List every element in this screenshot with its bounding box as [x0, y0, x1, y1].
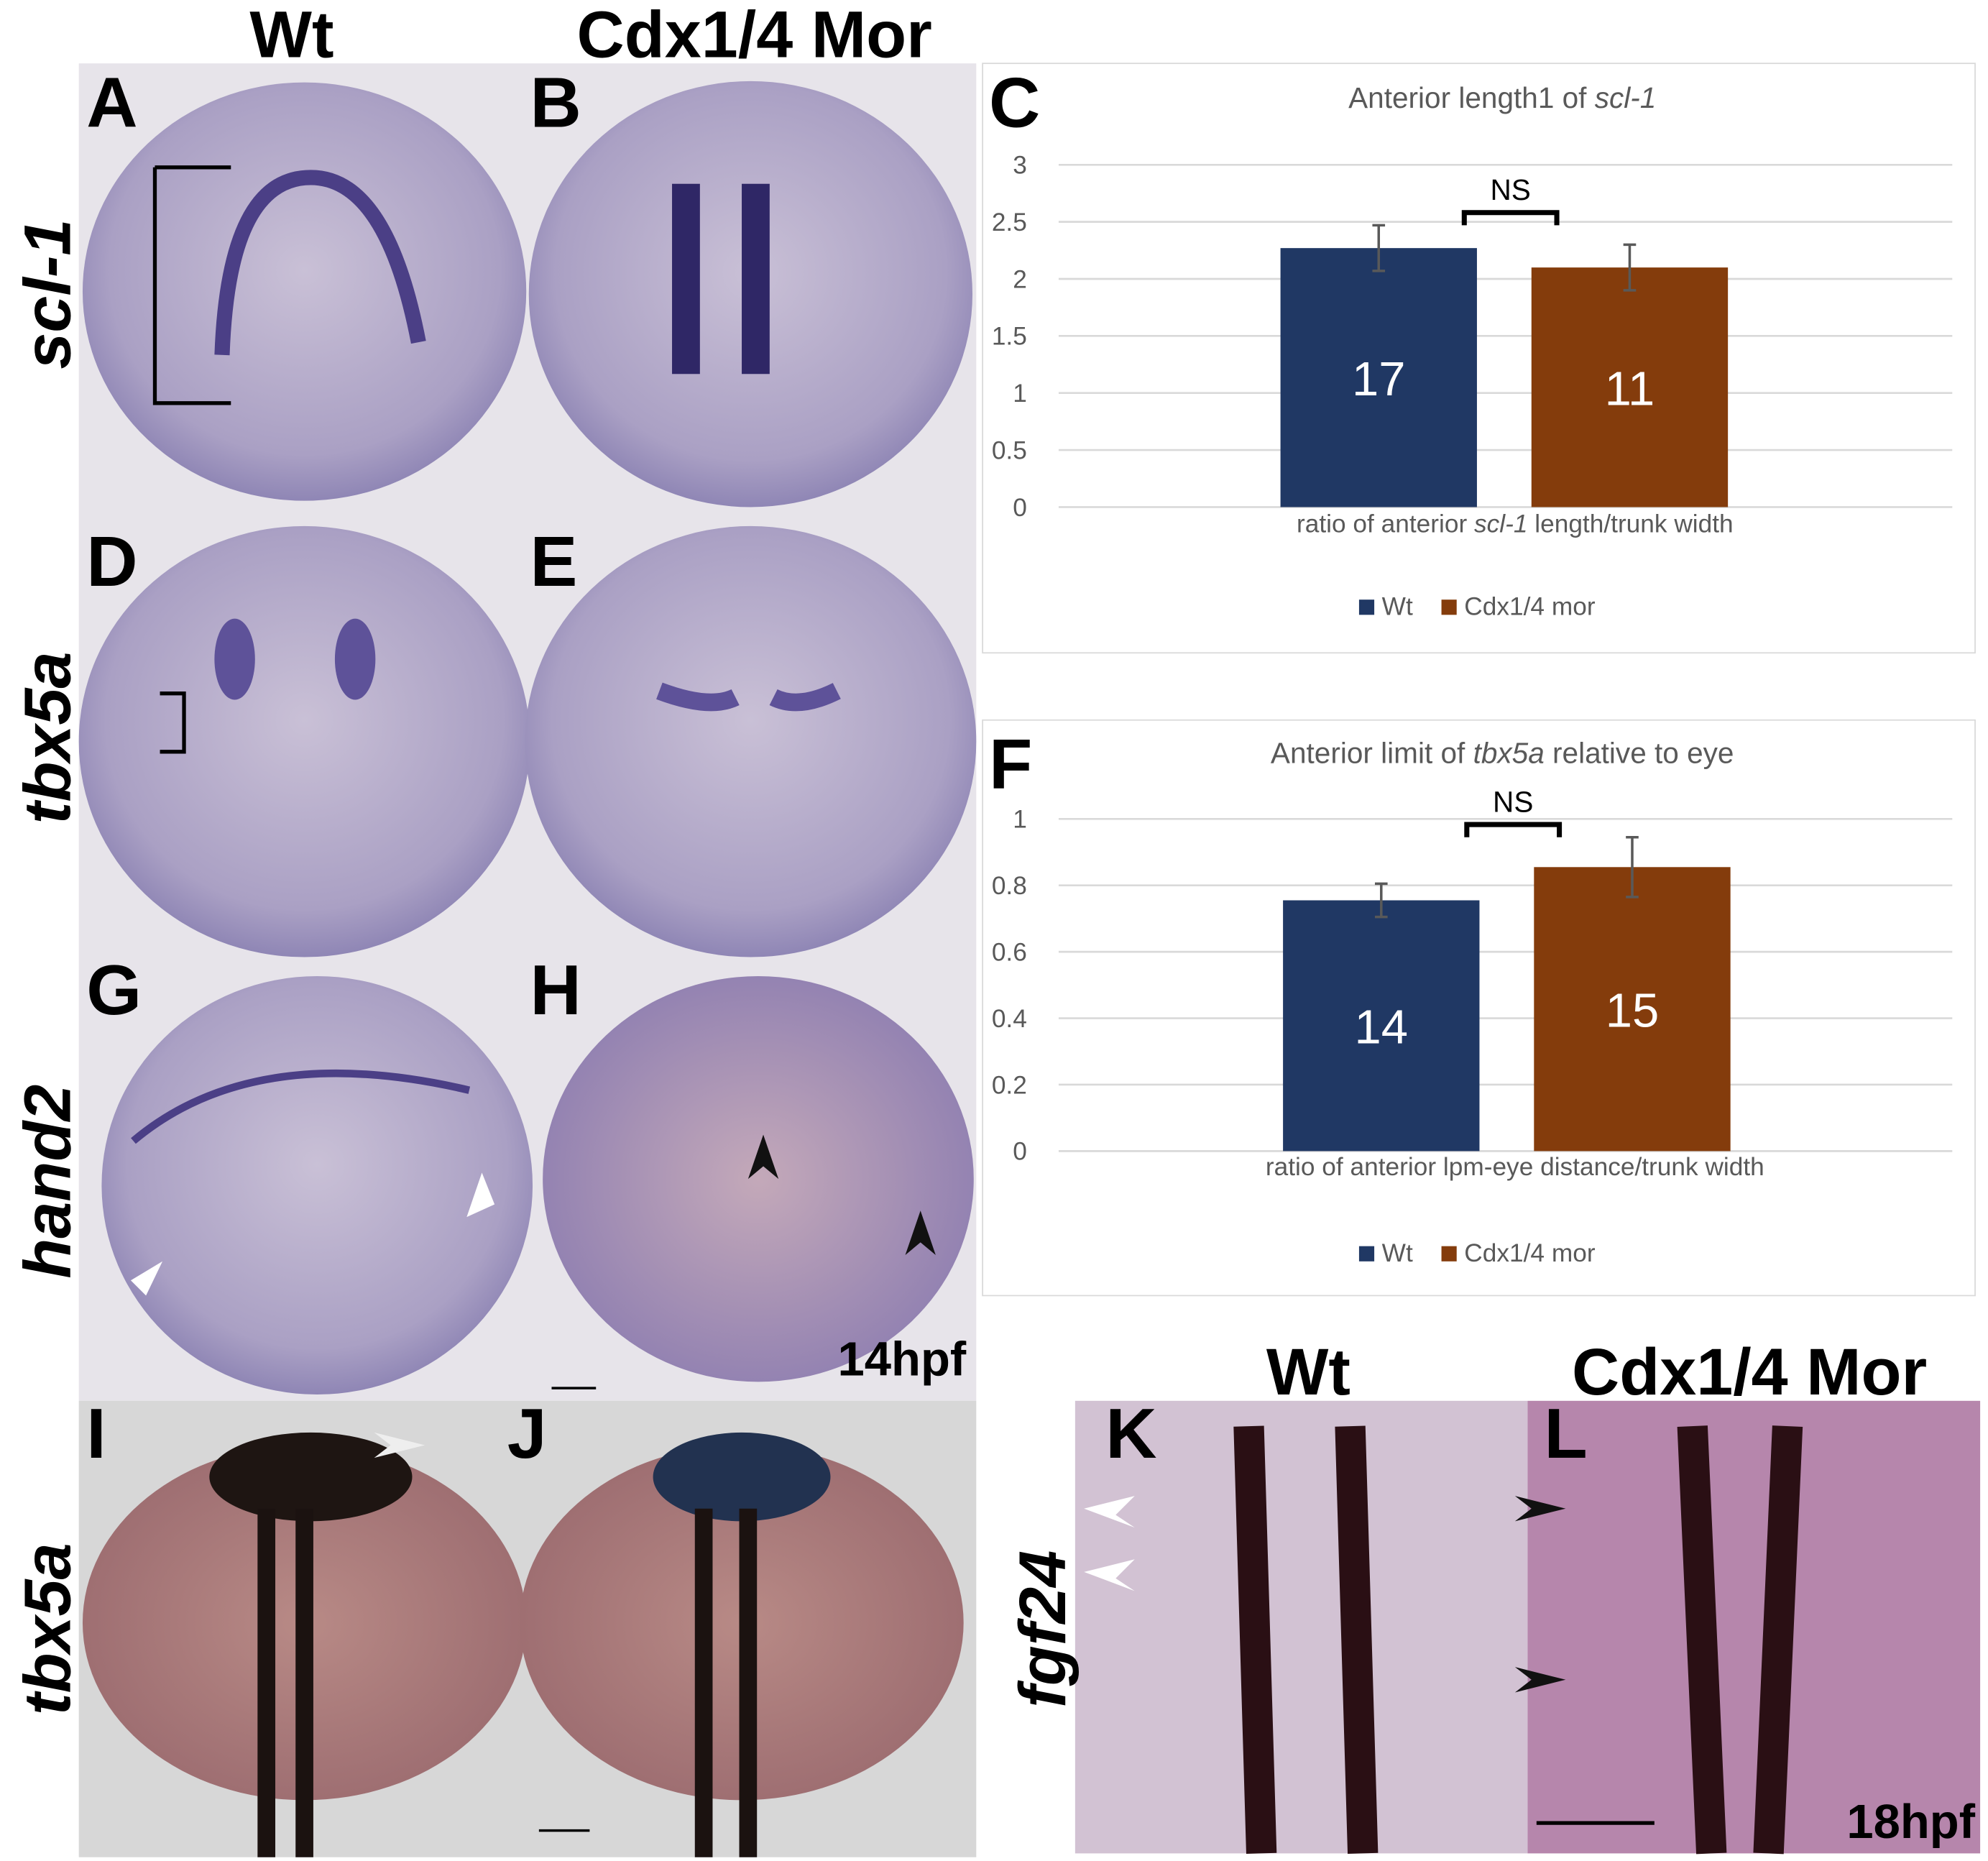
- text-line: Anterior length1 of scl-1: [1348, 81, 1656, 114]
- y-tick-label: 0.6: [992, 938, 1027, 966]
- text-part: scl-1: [1595, 81, 1657, 114]
- panel-label: F: [989, 725, 1032, 804]
- legend-label: Wt: [1382, 1239, 1413, 1267]
- n-label: 17: [1352, 352, 1406, 406]
- panel-label: E: [530, 522, 578, 601]
- row-label: fgf24: [1006, 1550, 1080, 1708]
- y-tick-label: 0.4: [992, 1005, 1027, 1033]
- bar: [1280, 248, 1477, 507]
- row-label: tbx5a: [11, 1543, 84, 1715]
- annotation: NS: [1493, 785, 1533, 818]
- panel-label: I: [86, 1394, 106, 1473]
- error-bar: [1623, 243, 1637, 292]
- y-tick-label: 2: [1013, 265, 1027, 293]
- column-header: Wt: [1266, 1336, 1350, 1409]
- row-label: tbx5a: [11, 652, 84, 824]
- stage-label: 14hpf: [837, 1333, 966, 1387]
- bar: [1534, 867, 1731, 1152]
- text-part: relative to eye: [1545, 737, 1734, 770]
- y-tick-label: 0.2: [992, 1071, 1027, 1099]
- n-label: 14: [1355, 1001, 1409, 1054]
- panel-label: L: [1544, 1394, 1587, 1473]
- panel-label: A: [86, 63, 137, 142]
- y-tick-label: 0.5: [992, 436, 1027, 464]
- text-part: length/trunk width: [1527, 510, 1733, 538]
- y-tick-label: 0.8: [992, 872, 1027, 900]
- text-part: ratio of anterior: [1297, 510, 1474, 538]
- y-tick-label: 1: [1013, 806, 1027, 834]
- error-bar: [1374, 882, 1388, 919]
- row-label: hand2: [11, 1085, 84, 1279]
- text-part: scl-1: [1474, 510, 1527, 538]
- panel-label: G: [86, 950, 142, 1029]
- column-header: Wt: [249, 0, 333, 71]
- y-tick-label: 3: [1013, 152, 1027, 180]
- text-line: ratio of anterior scl-1 length/trunk wid…: [1297, 510, 1734, 538]
- legend-swatch: [1358, 1246, 1375, 1262]
- text-line: Anterior limit of tbx5a relative to eye: [1271, 737, 1734, 770]
- panel-label: H: [530, 950, 581, 1029]
- legend-label: Cdx1/4 mor: [1464, 1239, 1596, 1267]
- legend-swatch: [1358, 599, 1375, 615]
- panel-label: D: [86, 522, 137, 601]
- panel-label: K: [1105, 1394, 1156, 1473]
- error-bar: [1626, 835, 1639, 899]
- legend-swatch: [1441, 1246, 1457, 1262]
- legend-label: Wt: [1382, 592, 1413, 620]
- legend-swatch: [1441, 599, 1457, 615]
- y-tick-label: 1.5: [992, 323, 1027, 351]
- column-header: Cdx1/4 Mor: [577, 0, 932, 71]
- y-tick-label: 0: [1013, 1138, 1027, 1166]
- stage-label: 18hpf: [1846, 1795, 1975, 1849]
- text-part: ratio of anterior lpm-eye distance/trunk…: [1266, 1153, 1764, 1181]
- text-line: ratio of anterior lpm-eye distance/trunk…: [1266, 1153, 1764, 1181]
- text-part: Anterior length1 of: [1348, 81, 1595, 114]
- bar: [1531, 267, 1729, 507]
- error-bar: [1372, 224, 1386, 272]
- panel-label: J: [507, 1394, 547, 1473]
- y-tick-label: 0: [1013, 494, 1027, 522]
- panel-label: C: [989, 63, 1040, 142]
- y-tick-label: 2.5: [992, 208, 1027, 236]
- y-tick-label: 1: [1013, 380, 1027, 408]
- bar: [1283, 900, 1480, 1152]
- n-label: 15: [1606, 984, 1660, 1038]
- photos: [78, 63, 1981, 1857]
- n-label: 11: [1605, 362, 1655, 415]
- legend-label: Cdx1/4 mor: [1464, 592, 1596, 620]
- text-part: tbx5a: [1473, 737, 1545, 770]
- panel-label: B: [530, 63, 581, 142]
- significance-bracket: [1461, 210, 1560, 226]
- significance-bracket: [1464, 822, 1563, 837]
- annotation: NS: [1491, 173, 1531, 206]
- column-header: Cdx1/4 Mor: [1572, 1336, 1927, 1409]
- row-label: scl-1: [11, 219, 84, 369]
- text-part: Anterior limit of: [1271, 737, 1473, 770]
